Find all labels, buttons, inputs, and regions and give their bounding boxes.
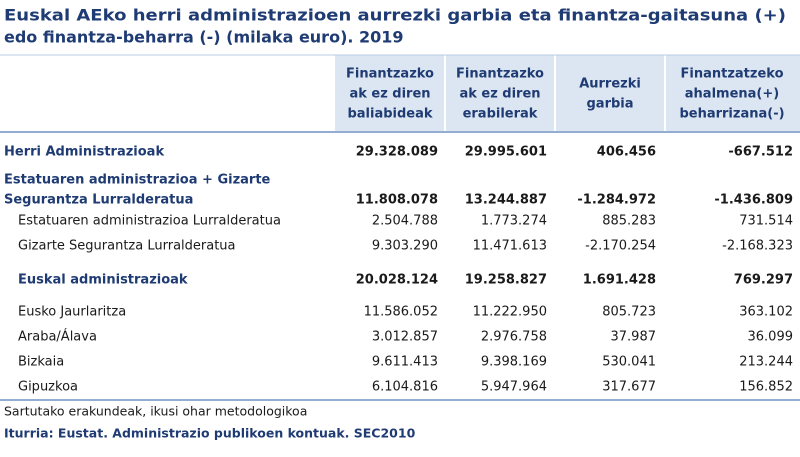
cell: -2.168.323 [722,239,793,254]
cell: 2.976.758 [481,330,547,345]
column-header: erabilerak [463,107,538,122]
cell: -667.512 [728,145,793,160]
cell: 11.586.052 [364,305,438,320]
row-label: Gipuzkoa [18,380,78,395]
cell: -1.436.809 [714,193,793,208]
cell: 530.041 [602,355,656,370]
note: Sartutako erakundeak, ikusi ohar metodol… [4,404,307,419]
cell: 156.852 [739,380,793,395]
row-label: Herri Administrazioak [4,145,164,160]
cell: 769.297 [734,273,793,288]
cell: 19.258.827 [465,273,547,288]
row-label: Euskal administrazioak [18,273,188,288]
source: Iturria: Eustat. Administrazio publikoen… [4,426,416,441]
cell: 11.808.078 [356,193,438,208]
cell: 20.028.124 [356,273,438,288]
title: Euskal AEko herri administrazioen aurrez… [4,6,786,25]
column-header: ak ez diren [459,87,540,102]
column-header: Finantzazko [346,67,434,82]
cell: 1.773.274 [481,214,547,229]
cell: 29.995.601 [465,145,547,160]
row-label: Gizarte Segurantza Lurralderatua [18,239,236,254]
cell: 29.328.089 [356,145,438,160]
row-label: Bizkaia [18,355,64,370]
row-label: Estatuaren administrazioa Lurralderatua [18,214,281,229]
cell: 213.244 [739,355,793,370]
column-header: baliabideak [347,107,432,122]
cell: 11.222.950 [473,305,547,320]
cell: 3.012.857 [372,330,438,345]
cell: 36.099 [748,330,794,345]
cell: 6.104.816 [372,380,438,395]
cell: 11.471.613 [473,239,547,254]
cell: 1.691.428 [583,273,656,288]
cell: 363.102 [739,305,793,320]
column-header: Finantzazko [456,67,544,82]
cell: 885.283 [602,214,656,229]
cell: 317.677 [602,380,656,395]
cell: 805.723 [602,305,656,320]
column-header: garbia [586,97,633,112]
title: edo finantza-beharra (-) (milaka euro). … [4,28,404,47]
cell: 37.987 [611,330,657,345]
cell: -2.170.254 [585,239,656,254]
cell: 406.456 [597,145,656,160]
column-header: Aurrezki [579,77,641,92]
row-label: Estatuaren administrazioa + Gizarte [4,173,271,188]
cell: 9.398.169 [481,355,547,370]
cell: 731.514 [739,214,793,229]
column-header: ak ez diren [349,87,430,102]
cell: 9.611.413 [372,355,438,370]
header-bg [335,55,800,131]
cell: 9.303.290 [372,239,438,254]
cell: 2.504.788 [372,214,438,229]
cell: 13.244.887 [465,193,547,208]
column-header: beharrizana(-) [679,107,784,122]
cell: -1.284.972 [577,193,656,208]
cell: 5.947.964 [481,380,547,395]
row-label: Eusko Jaurlaritza [18,305,126,320]
column-header: Finantzatzeko [681,67,784,82]
column-header: ahalmena(+) [685,87,779,102]
row-label: Segurantza Lurralderatua [4,193,193,208]
row-label: Araba/Álava [18,329,97,345]
